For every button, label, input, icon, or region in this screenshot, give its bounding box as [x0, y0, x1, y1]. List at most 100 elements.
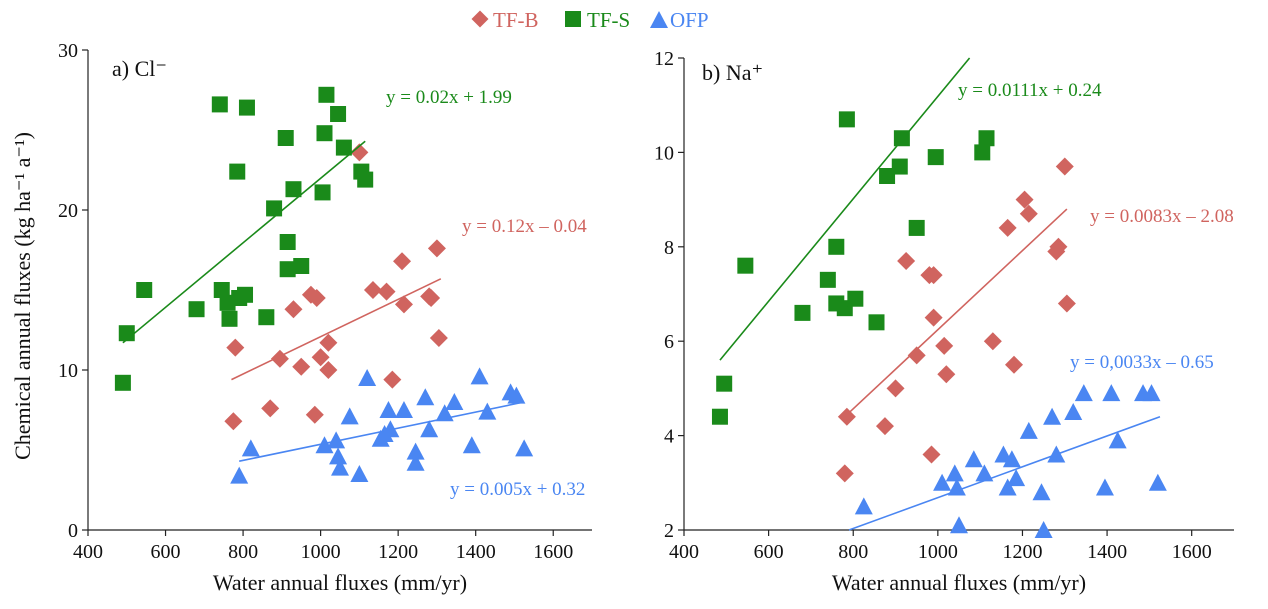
data-point — [114, 374, 131, 391]
data-point — [293, 258, 310, 274]
data-point — [470, 367, 489, 385]
data-point — [226, 338, 245, 357]
data-point — [277, 130, 294, 146]
trendline-equation-tf-s: y = 0.0111x + 0.24 — [958, 80, 1102, 101]
data-point — [897, 251, 916, 270]
legend-marker-ofp — [650, 11, 668, 28]
data-point — [266, 200, 283, 217]
data-point — [1095, 478, 1114, 496]
data-point — [1019, 421, 1038, 439]
trendline-equation-tf-b: y = 0.12x – 0.04 — [462, 216, 587, 237]
data-point — [847, 290, 864, 307]
data-point — [427, 239, 446, 258]
data-point — [924, 266, 943, 285]
data-point — [945, 464, 964, 482]
data-point — [213, 282, 230, 298]
data-point — [285, 181, 302, 198]
trendline-tf-b — [844, 208, 1068, 418]
data-point — [908, 219, 925, 236]
trendline-equation-ofp: y = 0,0033x – 0.65 — [1070, 352, 1214, 373]
trendline-equation-ofp: y = 0.005x + 0.32 — [450, 479, 585, 500]
legend-label-ofp: OFP — [670, 8, 709, 32]
data-point — [258, 309, 275, 326]
data-point — [318, 86, 335, 103]
data-point — [316, 125, 333, 142]
trendline-tf-b — [231, 278, 442, 381]
data-point — [335, 139, 352, 156]
data-point — [837, 407, 856, 426]
x-tick-label: 1000 — [301, 541, 341, 563]
data-point — [1047, 445, 1066, 463]
data-point — [1049, 237, 1068, 256]
y-tick-label: 30 — [58, 40, 78, 62]
y-tick-label: 0 — [68, 520, 78, 542]
x-tick-label: 800 — [838, 541, 868, 563]
data-point — [331, 458, 349, 476]
y-tick-label: 2 — [664, 520, 674, 542]
data-point — [188, 301, 205, 318]
x-axis-label-na: Water annual fluxes (mm/yr) — [832, 570, 1086, 595]
x-tick-label: 1000 — [918, 541, 958, 563]
data-point — [379, 401, 398, 418]
data-point — [435, 404, 454, 422]
trendline-equation-tf-s: y = 0.02x + 1.99 — [386, 87, 512, 108]
series-tf-s: y = 0.02x + 1.99 — [114, 86, 512, 391]
data-point — [835, 464, 854, 483]
data-point — [211, 96, 228, 113]
data-point — [305, 405, 324, 424]
data-point — [515, 439, 534, 457]
data-point — [1019, 204, 1038, 223]
trendline-ofp — [848, 415, 1161, 531]
data-point — [1015, 190, 1034, 209]
data-point — [924, 308, 943, 327]
legend-label-tfs: TF-S — [587, 8, 630, 32]
data-point — [828, 238, 845, 255]
data-point — [868, 314, 885, 331]
legend-item-tfb: TF-B — [471, 8, 539, 32]
data-point — [1034, 521, 1053, 538]
data-point — [1005, 355, 1023, 374]
legend: TF-B TF-S OFP — [471, 8, 709, 32]
legend-item-tfs: TF-S — [565, 8, 630, 32]
data-point — [886, 379, 905, 398]
data-point — [238, 99, 255, 116]
data-point — [1007, 469, 1026, 487]
data-point — [118, 325, 135, 342]
chart-panel-na: 2 4 6 8 10 12 400 600 800 1000 1200 1400 1600 Water a… — [654, 48, 1234, 595]
data-point — [907, 346, 926, 365]
data-point — [507, 386, 526, 404]
data-point — [383, 370, 402, 389]
x-tick-label: 800 — [228, 541, 258, 563]
data-point — [998, 218, 1017, 237]
x-tick-label: 1400 — [456, 541, 496, 563]
data-point — [998, 478, 1017, 496]
trendline-tf-s — [122, 140, 366, 344]
data-point — [406, 453, 425, 471]
data-point — [394, 295, 413, 314]
x-tick-label: 600 — [754, 541, 784, 563]
data-point — [947, 478, 966, 496]
x-tick-label: 1200 — [1002, 541, 1042, 563]
data-point — [1043, 407, 1062, 425]
data-point — [1032, 483, 1051, 501]
data-point — [377, 282, 396, 301]
data-point — [319, 333, 338, 352]
data-point — [838, 111, 855, 128]
data-point — [261, 399, 280, 418]
x-tick-label: 600 — [151, 541, 181, 563]
data-point — [307, 289, 326, 307]
data-point — [284, 300, 303, 319]
data-point — [1055, 157, 1074, 176]
x-tick-label: 400 — [73, 541, 103, 563]
data-point — [879, 168, 896, 184]
data-point — [363, 281, 382, 299]
y-tick-label: 12 — [654, 48, 674, 70]
data-point — [462, 436, 481, 454]
data-point — [420, 420, 439, 438]
data-point — [927, 149, 944, 166]
y-tick-label: 10 — [58, 360, 78, 382]
legend-marker-tfs — [565, 11, 581, 27]
data-point — [136, 282, 153, 298]
data-point — [406, 442, 425, 460]
x-axis-label-cl: Water annual fluxes (mm/yr) — [213, 570, 467, 595]
